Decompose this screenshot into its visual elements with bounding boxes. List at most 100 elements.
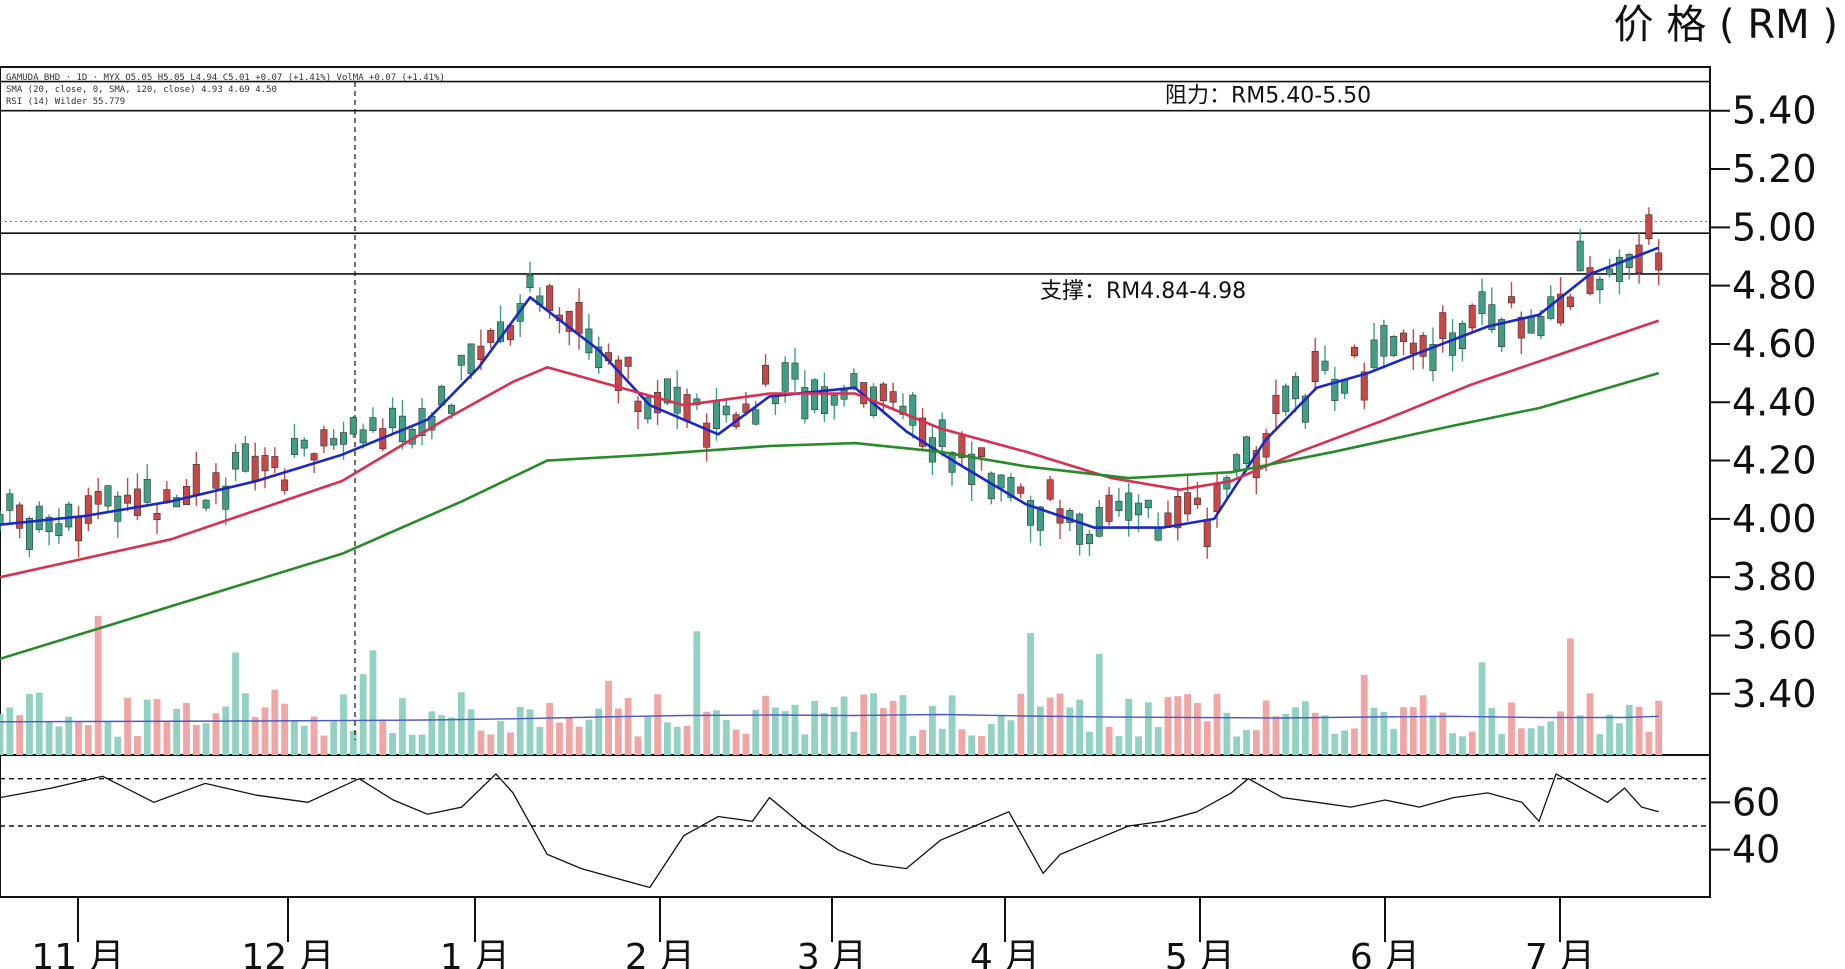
volume-bar (467, 709, 475, 755)
candle-body (1380, 325, 1388, 357)
volume-bar (1174, 696, 1182, 755)
candle-body (1370, 339, 1378, 368)
support-resistance-levels: 阻力：RM5.40-5.50 支撑：RM4.84-4.98 (0, 80, 1710, 740)
candle-body (575, 302, 583, 334)
volume-bar (1164, 697, 1172, 755)
volume-bar (1655, 700, 1663, 755)
candle-body (1537, 316, 1545, 337)
volume-bar (271, 689, 279, 755)
volume-bar (909, 735, 917, 755)
candle-body (1645, 214, 1653, 240)
volume-bar (752, 709, 760, 755)
candle-body (477, 345, 485, 361)
header-line: GAMUDA BHD · 1D · MYX O5.05 H5.05 L4.94 … (6, 73, 445, 83)
volume-bar (713, 710, 720, 755)
candle-body (1027, 500, 1035, 526)
volume-bar (428, 711, 436, 755)
volume-bar (1213, 693, 1221, 755)
volume-bar (320, 735, 328, 755)
volume-bar (1331, 733, 1339, 755)
candle-body (349, 417, 357, 435)
candle-body (143, 478, 151, 503)
volume-bar (487, 734, 495, 755)
volume-bar (45, 721, 53, 755)
candle-body (654, 391, 662, 414)
candle-body (222, 485, 230, 510)
volume-bar (340, 694, 347, 755)
volume-bar (192, 724, 200, 755)
volume-bar (1547, 721, 1555, 755)
volume-bar (1076, 699, 1084, 755)
candle-body (1400, 332, 1408, 342)
volume-bar (899, 695, 907, 755)
candle-body (1527, 315, 1535, 334)
volume-bar (1439, 712, 1447, 755)
candle-body (1233, 454, 1241, 471)
candle-body (55, 523, 63, 537)
volume-bar (781, 711, 789, 755)
candle-body (1144, 499, 1152, 509)
candle-body (1360, 371, 1368, 401)
volume-bar (1095, 653, 1103, 755)
volume-bar (369, 650, 377, 755)
candle-body (487, 329, 495, 343)
volume-bar (506, 732, 514, 755)
volume-bar (222, 706, 230, 755)
candle-body (977, 447, 985, 458)
candle-body (114, 495, 122, 522)
volume-bar (1144, 702, 1152, 755)
volume-bar (1459, 736, 1466, 755)
volume-bar (497, 721, 504, 755)
volume-bar (693, 631, 701, 755)
candle-body (1105, 494, 1113, 522)
candle-body (153, 513, 161, 521)
candle-body (546, 285, 554, 312)
candle-body (271, 456, 279, 468)
volume-bar (379, 719, 387, 755)
candle-body (1007, 477, 1015, 498)
price-tick-label: 3.80 (1732, 555, 1817, 599)
volume-bar (1086, 731, 1093, 755)
volume-bar (1233, 736, 1241, 755)
candle-body (830, 394, 838, 406)
volume-bar (840, 696, 848, 755)
candle-body (1341, 379, 1349, 394)
volume-bar (0, 714, 4, 755)
volume-bar (1252, 730, 1260, 755)
volume-bar (1517, 728, 1525, 755)
volume-bar (1017, 693, 1025, 755)
volume-bar (26, 693, 33, 755)
candle-body (16, 504, 24, 529)
volume-bar (987, 723, 995, 755)
candle-body (1655, 252, 1663, 271)
volume-bar (477, 730, 485, 755)
candle-body (634, 400, 642, 412)
candle-body (467, 343, 475, 374)
volume-bar (1508, 702, 1515, 755)
volume-bar (389, 733, 396, 755)
candle-body (340, 432, 348, 445)
volume-bar (261, 707, 269, 755)
candle-body (1311, 350, 1319, 382)
candle-body (1046, 479, 1054, 500)
candle-body (94, 490, 102, 505)
volume-bar (1203, 721, 1211, 755)
candle-body (202, 499, 210, 509)
volume-bar (1036, 706, 1044, 755)
volume-bar (241, 693, 249, 755)
volume-bar (1341, 730, 1349, 755)
rsi-line (0, 772, 1659, 889)
candle-body (310, 453, 318, 461)
candle-body (1596, 278, 1604, 291)
volume-bar (919, 729, 926, 755)
volume-bar (1419, 695, 1427, 755)
candle-body (75, 516, 83, 542)
price-tick-label: 3.40 (1732, 672, 1817, 716)
candle-body (1203, 520, 1211, 547)
candle-body (45, 516, 53, 533)
volume-bar (791, 704, 799, 755)
candle-body (281, 479, 289, 491)
month-label: 1 月 (440, 937, 510, 969)
candle-body (35, 505, 43, 530)
